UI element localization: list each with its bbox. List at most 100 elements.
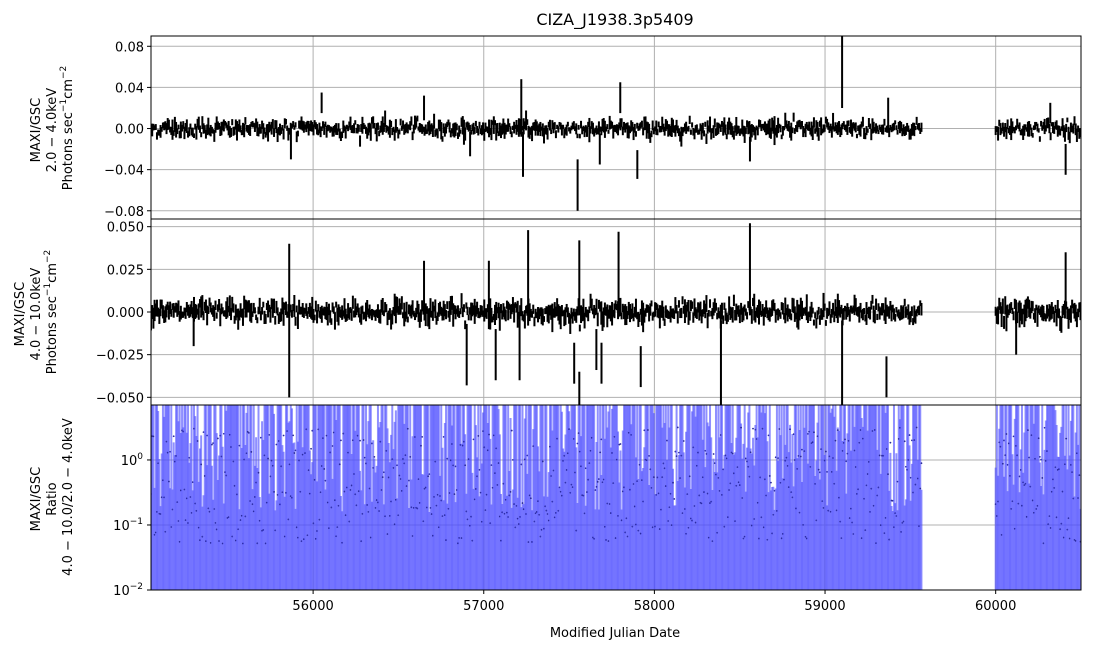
ratio-point-519 xyxy=(770,481,772,484)
ratio-point-158 xyxy=(338,463,341,466)
ratio-point-178 xyxy=(362,439,365,441)
ratio-point-518 xyxy=(768,475,771,477)
ratio-point-610 xyxy=(878,454,881,457)
ratio-point-716 xyxy=(1078,474,1081,477)
hard-ylabel: MAXI/GSC 4.0 − 10.0keV Photons sec−1cm−2 xyxy=(13,250,60,375)
ratio-point-274 xyxy=(477,435,480,437)
ratio-point-159 xyxy=(340,439,342,442)
ratio-point-134 xyxy=(310,447,312,450)
ratio-point-376 xyxy=(599,451,602,454)
ratio-point-263 xyxy=(464,464,467,467)
ratio-point-2 xyxy=(152,435,155,438)
ratio-point-685 xyxy=(1041,477,1044,479)
hard-ylabel-units-sup1: −1 xyxy=(43,283,53,296)
ratio-point-90 xyxy=(257,471,260,474)
ratio-point-619 xyxy=(889,441,892,444)
ratio-point-120 xyxy=(293,452,296,454)
ratio-point-487 xyxy=(731,452,734,455)
ratio-point-494 xyxy=(740,426,742,429)
xtick-label-3: 59000 xyxy=(804,599,845,614)
ratio-point-631 xyxy=(903,440,906,443)
ratio-point-573 xyxy=(834,439,837,442)
ratio-point-217 xyxy=(409,456,412,458)
hard-ylabel-line2: 4.0 − 10.0keV xyxy=(29,268,44,361)
ratio-point-565 xyxy=(824,450,827,453)
xtick-label-1: 57000 xyxy=(463,599,504,614)
ratio-point-705 xyxy=(1065,437,1068,440)
ratio-point-645 xyxy=(920,462,923,465)
ratio-point-311 xyxy=(521,502,524,504)
ytick-label-0-2: 0.00 xyxy=(115,123,144,138)
ytick-label-1-2: 0.000 xyxy=(107,306,144,321)
ratio-point-641 xyxy=(915,426,918,429)
panel-frame-2 xyxy=(150,404,1082,591)
ratio-point-302 xyxy=(510,429,513,432)
ratio-point-438 xyxy=(673,498,676,500)
ratio-point-451 xyxy=(688,475,691,478)
ratio-point-84 xyxy=(250,451,253,453)
ratio-point-617 xyxy=(887,473,889,476)
xtick-label-0: 56000 xyxy=(292,599,333,614)
ratio-point-682 xyxy=(1037,437,1040,440)
soft-ylabel: MAXI/GSC 2.0 − 4.0keV Photons sec−1cm−2 xyxy=(29,66,76,191)
ratio-point-441 xyxy=(676,426,679,429)
ratio-point-526 xyxy=(778,428,781,430)
soft-ylabel-units-sup2: −2 xyxy=(59,66,69,79)
chart-title: CIZA_J1938.3p5409 xyxy=(536,10,693,30)
ratio-point-581 xyxy=(844,438,846,441)
ratio-point-194 xyxy=(381,476,384,479)
ratio-point-111 xyxy=(282,434,285,437)
soft-ylabel-units-mid: cm xyxy=(61,79,76,99)
ytick-label-1-0: −0.050 xyxy=(96,391,144,406)
ratio-point-421 xyxy=(652,476,655,479)
ratio-point-19 xyxy=(172,435,175,438)
ratio-point-227 xyxy=(421,435,424,438)
soft-ylabel-units-sup1: −1 xyxy=(59,99,69,112)
ratio-point-673 xyxy=(1027,429,1029,432)
ratio-point-393 xyxy=(619,443,622,445)
ratio-point-51 xyxy=(211,443,213,446)
ratio-point-39 xyxy=(196,440,199,442)
ratio-point-103 xyxy=(273,490,275,493)
ytick-label-1-3: 0.025 xyxy=(107,263,144,278)
ytick-label-0-0: −0.08 xyxy=(104,205,144,220)
ratio-point-504 xyxy=(752,427,754,430)
ratio-point-187 xyxy=(373,455,376,458)
hard-ylabel-units-sup2: −2 xyxy=(43,250,53,263)
ratio-point-416 xyxy=(647,429,649,431)
soft-ylabel-line1: MAXI/GSC xyxy=(29,98,44,163)
ratio-point-644 xyxy=(919,487,922,490)
ratio-point-119 xyxy=(292,434,295,437)
xtick-label-2: 58000 xyxy=(634,599,675,614)
ratio-point-283 xyxy=(488,433,490,436)
ratio-point-318 xyxy=(529,497,532,500)
ytick-label-2-1: 10−1 xyxy=(113,517,143,534)
ratio-ylabel-line1: MAXI/GSC xyxy=(29,467,44,532)
ratio-point-655 xyxy=(1005,433,1008,435)
ratio-ylabel: MAXI/GSC Ratio 4.0 − 10.0/2.0 − 4.0keV xyxy=(29,418,76,576)
ratio-point-446 xyxy=(682,440,685,442)
ytick-label-1-1: −0.025 xyxy=(96,349,144,364)
series-1 xyxy=(151,223,1081,405)
ytick-label-0-3: 0.04 xyxy=(115,81,144,96)
ratio-point-15 xyxy=(168,480,170,483)
ratio-point-215 xyxy=(406,427,409,430)
ratio-point-535 xyxy=(789,428,791,431)
ytick-label-2-2: 100 xyxy=(121,452,144,469)
ratio-point-81 xyxy=(246,430,249,433)
ratio-point-175 xyxy=(359,439,361,442)
x-axis-label: Modified Julian Date xyxy=(550,626,680,641)
ytick-label-0-1: −0.04 xyxy=(104,164,144,179)
ratio-point-683 xyxy=(1038,455,1041,458)
hard-ylabel-units-base: Photons sec xyxy=(45,296,60,374)
ratio-point-555 xyxy=(813,431,815,434)
ratio-ylabel-line3: 4.0 − 10.0/2.0 − 4.0keV xyxy=(61,418,76,576)
ratio-point-56 xyxy=(216,437,219,440)
ytick-label-1-4: 0.050 xyxy=(107,221,144,236)
series-0 xyxy=(151,36,1081,211)
ratio-point-575 xyxy=(836,429,839,432)
ratio-point-544 xyxy=(799,455,802,458)
series-2 xyxy=(151,405,1081,590)
